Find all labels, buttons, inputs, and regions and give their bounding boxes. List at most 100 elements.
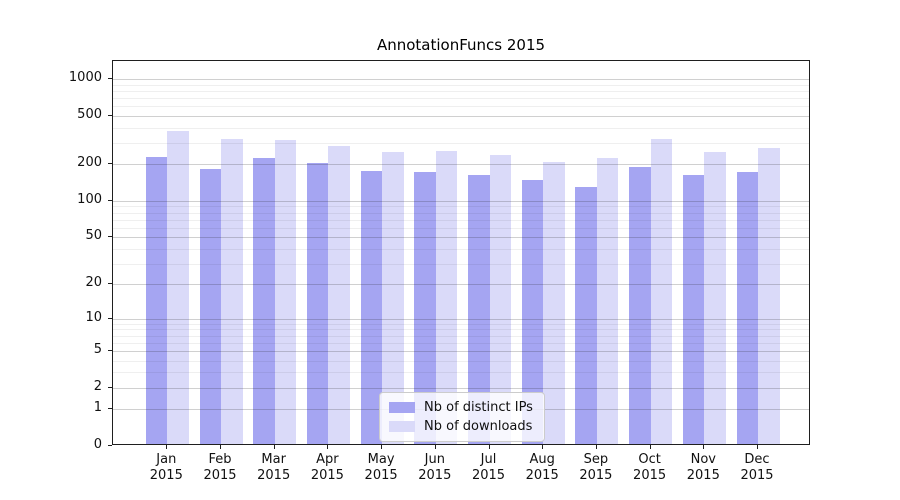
x-tick xyxy=(327,445,329,449)
y-tick xyxy=(108,78,112,79)
minor-gridline xyxy=(113,323,809,325)
x-tick xyxy=(542,445,544,449)
x-tick-label: Jan 2015 xyxy=(149,452,183,483)
bar-downloads xyxy=(328,146,350,444)
bar-downloads xyxy=(489,154,511,444)
legend-swatch-distinct-ips-icon xyxy=(389,402,415,413)
bar-downloads xyxy=(704,152,726,444)
major-gridline xyxy=(113,237,809,239)
y-tick xyxy=(108,349,112,351)
major-gridline xyxy=(113,387,809,389)
y-tick-label: 100 xyxy=(77,191,102,207)
y-tick xyxy=(108,283,112,285)
bar-distinct-ips xyxy=(360,170,383,444)
major-gridline xyxy=(113,200,809,202)
bars-layer xyxy=(113,61,809,444)
legend-item-distinct-ips: Nb of distinct IPs xyxy=(389,400,533,415)
y-tick-label: 2 xyxy=(93,378,102,394)
bar-downloads xyxy=(758,148,780,444)
x-tick-label: Jun 2015 xyxy=(418,452,452,483)
legend-swatch-downloads-icon xyxy=(389,421,415,432)
y-tick xyxy=(108,199,112,201)
x-tick xyxy=(649,445,651,449)
minor-gridline xyxy=(113,329,809,331)
legend-label-distinct-ips: Nb of distinct IPs xyxy=(424,400,533,415)
y-tick xyxy=(108,408,112,410)
y-tick xyxy=(108,317,112,319)
bar-downloads xyxy=(167,130,189,444)
bar-downloads xyxy=(274,140,297,444)
y-tick-label: 500 xyxy=(77,106,102,122)
major-gridline xyxy=(113,115,809,117)
y-tick-label: 20 xyxy=(85,275,102,291)
bar-downloads xyxy=(543,162,565,444)
bar-distinct-ips xyxy=(414,171,436,444)
grid-layer xyxy=(113,61,809,444)
x-tick xyxy=(434,445,436,449)
y-tick xyxy=(108,114,112,116)
x-tick-label: Oct 2015 xyxy=(633,452,667,483)
minor-gridline xyxy=(113,212,809,214)
bar-distinct-ips xyxy=(306,162,329,444)
x-tick-label: Sep 2015 xyxy=(579,452,613,483)
minor-gridline xyxy=(113,98,809,99)
chart-title: AnnotationFuncs 2015 xyxy=(376,36,546,54)
y-tick-label: 200 xyxy=(77,155,102,171)
bar-distinct-ips xyxy=(253,157,275,444)
major-gridline xyxy=(113,318,809,320)
y-tick xyxy=(108,236,112,238)
minor-gridline xyxy=(113,84,809,86)
major-gridline xyxy=(113,350,809,352)
x-tick xyxy=(703,445,705,449)
major-gridline xyxy=(113,79,809,80)
y-tick-label: 1 xyxy=(93,400,102,416)
x-tick xyxy=(273,445,275,449)
minor-gridline xyxy=(113,342,809,344)
bar-distinct-ips xyxy=(629,167,651,444)
minor-gridline xyxy=(113,90,809,92)
x-tick-label: Apr 2015 xyxy=(310,452,344,483)
x-tick-label: Dec 2015 xyxy=(740,452,774,483)
bar-downloads xyxy=(221,139,243,444)
bar-distinct-ips xyxy=(521,179,544,444)
y-tick xyxy=(108,445,112,446)
legend-item-downloads: Nb of downloads xyxy=(389,419,533,434)
y-tick-label: 0 xyxy=(93,437,102,452)
bar-distinct-ips xyxy=(199,168,221,444)
x-tick xyxy=(381,445,383,449)
legend-label-downloads: Nb of downloads xyxy=(424,419,533,434)
bar-distinct-ips xyxy=(736,172,758,444)
plot-area: Nb of distinct IPs Nb of downloads xyxy=(112,60,810,445)
minor-gridline xyxy=(113,219,809,221)
x-tick-label: Nov 2015 xyxy=(686,452,720,483)
legend: Nb of distinct IPs Nb of downloads xyxy=(379,392,545,442)
x-tick xyxy=(488,445,490,449)
minor-gridline xyxy=(113,142,809,144)
x-tick xyxy=(595,445,597,449)
bar-downloads xyxy=(596,158,619,444)
bar-downloads xyxy=(382,152,404,444)
minor-gridline xyxy=(113,360,809,362)
minor-gridline xyxy=(113,206,809,208)
major-gridline xyxy=(113,284,809,286)
y-tick-label: 1000 xyxy=(68,70,102,85)
minor-gridline xyxy=(113,372,809,374)
bar-distinct-ips xyxy=(468,174,490,444)
x-tick-label: Aug 2015 xyxy=(525,452,559,483)
bar-downloads xyxy=(650,139,673,444)
major-gridline xyxy=(113,164,809,166)
x-tick xyxy=(757,445,758,449)
minor-gridline xyxy=(113,248,809,250)
minor-gridline xyxy=(113,227,809,229)
bar-distinct-ips xyxy=(145,157,168,444)
bar-distinct-ips xyxy=(575,186,597,444)
minor-gridline xyxy=(113,263,809,265)
minor-gridline xyxy=(113,127,809,129)
x-tick-label: Jul 2015 xyxy=(471,452,506,483)
x-tick-label: Mar 2015 xyxy=(257,452,291,483)
y-tick-label: 50 xyxy=(85,228,102,244)
x-tick-label: May 2015 xyxy=(364,452,398,483)
y-tick-label: 5 xyxy=(93,341,102,357)
y-tick xyxy=(108,163,112,165)
